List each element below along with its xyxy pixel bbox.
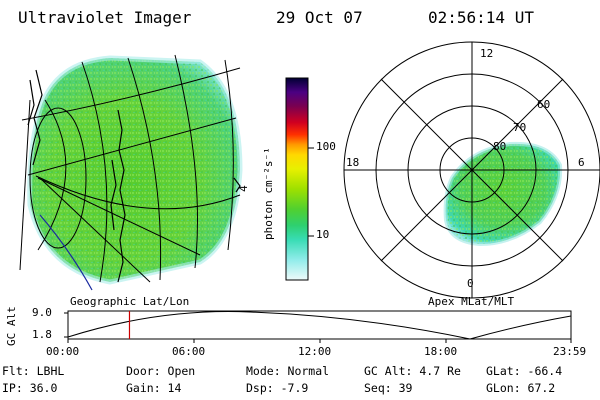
lat-lon-grid bbox=[19, 54, 241, 283]
aurora-image-polar bbox=[443, 141, 563, 247]
timeline-xtick-1800: 18:00 bbox=[424, 345, 458, 358]
status-door: Door: Open bbox=[126, 364, 196, 378]
polar-grid bbox=[343, 41, 600, 299]
colorbar-tick-100: 100 bbox=[316, 140, 336, 153]
colorbar-unit-label: photon cm⁻²s⁻¹ bbox=[262, 147, 275, 240]
geo-panel-label: Geographic Lat/Lon bbox=[70, 295, 190, 308]
mlt-label-12: 12 bbox=[480, 47, 494, 60]
aurora-image-geo bbox=[27, 55, 243, 285]
status-seq: Seq: 39 bbox=[364, 381, 413, 395]
coastlines bbox=[27, 69, 241, 283]
terminator-line bbox=[39, 214, 93, 291]
polar-panel-label: Apex MLat/MLT bbox=[428, 295, 515, 308]
mlt-label-6: 6 bbox=[578, 156, 585, 169]
timeline-xtick-1200: 12:00 bbox=[298, 345, 332, 358]
mlat-label-80: 80 bbox=[493, 140, 507, 153]
timeline-xtick-0600: 06:00 bbox=[172, 345, 206, 358]
status-mode: Mode: Normal bbox=[246, 364, 330, 378]
mlat-label-70: 70 bbox=[513, 121, 527, 134]
status-dsp: Dsp: -7.9 bbox=[246, 381, 309, 395]
status-ip: IP: 36.0 bbox=[2, 381, 58, 395]
altitude-timeline bbox=[64, 310, 572, 343]
instrument-title: Ultraviolet Imager bbox=[18, 8, 192, 27]
status-filter: Flt: LBHL bbox=[2, 364, 65, 378]
geographic-map-panel bbox=[19, 54, 243, 291]
image-date: 29 Oct 07 bbox=[276, 8, 363, 27]
timeline-ylabel: GC Alt bbox=[5, 306, 18, 346]
mlt-label-18: 18 bbox=[346, 156, 360, 169]
timeline-ytick-max: 9.0 bbox=[32, 306, 52, 319]
geo-edge-mark: 4 bbox=[236, 185, 250, 192]
status-gain: Gain: 14 bbox=[126, 381, 182, 395]
mlt-label-0: 0 bbox=[467, 277, 474, 290]
colorbar bbox=[285, 77, 314, 281]
colorbar-tick-10: 10 bbox=[316, 228, 330, 241]
mlat-label-60: 60 bbox=[537, 98, 551, 111]
status-glat: GLat: -66.4 bbox=[486, 364, 563, 378]
timeline-xtick-2359: 23:59 bbox=[553, 345, 587, 358]
status-glon: GLon: 67.2 bbox=[486, 381, 556, 395]
image-time: 02:56:14 UT bbox=[428, 8, 534, 27]
timeline-ytick-min: 1.8 bbox=[32, 328, 52, 341]
timeline-xtick-0000: 00:00 bbox=[46, 345, 80, 358]
status-gc-alt: GC Alt: 4.7 Re bbox=[364, 364, 461, 378]
apex-polar-panel bbox=[343, 41, 600, 299]
